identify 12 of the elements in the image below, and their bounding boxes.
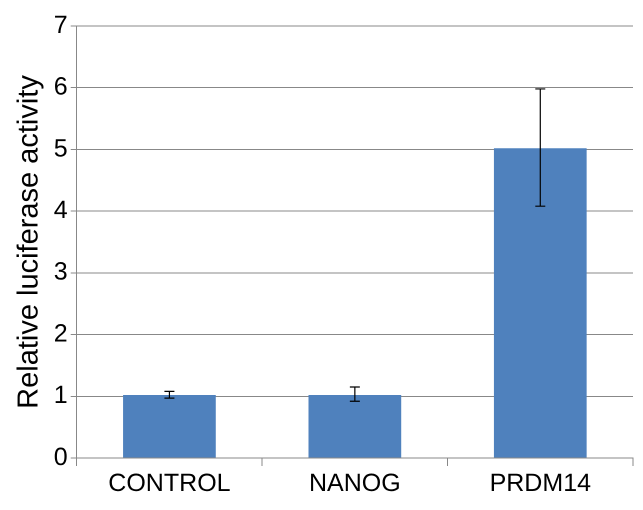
y-tick-label: 0 <box>54 442 68 471</box>
y-tick-label: 3 <box>54 258 68 286</box>
y-tick-label: 6 <box>54 72 68 101</box>
y-tick-label: 5 <box>54 134 68 162</box>
x-tick-label: CONTROL <box>108 468 231 497</box>
y-tick-label: 4 <box>54 196 68 224</box>
y-tick-label: 7 <box>54 10 68 39</box>
y-tick-label: 1 <box>54 381 68 410</box>
x-tick-label: NANOG <box>309 468 401 497</box>
x-tick-label: PRDM14 <box>490 468 592 497</box>
y-tick-label: 2 <box>54 319 68 348</box>
y-axis-title: Relative luciferase activity <box>12 74 44 409</box>
